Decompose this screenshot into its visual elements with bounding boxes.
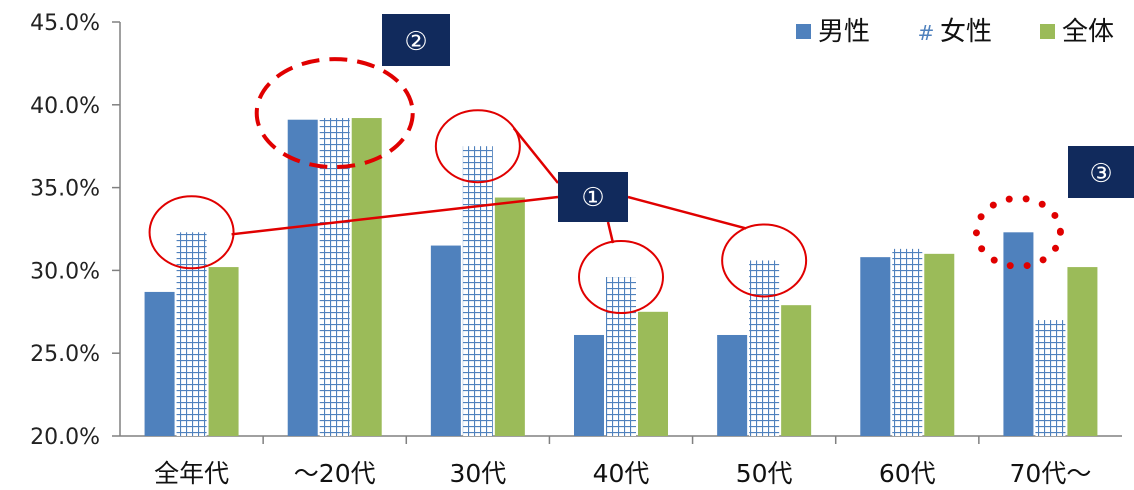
legend-swatch	[796, 24, 811, 39]
bar	[494, 197, 525, 436]
bar	[781, 305, 812, 436]
x-tick-label: 50代	[736, 459, 793, 488]
bar	[606, 277, 636, 436]
bar	[176, 232, 207, 436]
bar	[924, 253, 955, 436]
legend-label: 全体	[1062, 17, 1114, 47]
y-tick-label: 45.0%	[30, 11, 100, 36]
bar	[638, 311, 668, 436]
bar	[749, 260, 780, 436]
y-tick-label: 35.0%	[30, 177, 100, 202]
highlight-ellipse-dotted	[972, 194, 1064, 270]
x-tick-label: 30代	[449, 459, 506, 488]
legend-label: 男性	[818, 17, 870, 47]
highlight-ellipse	[434, 109, 521, 184]
connector-line	[627, 195, 747, 230]
highlight-ellipse	[721, 223, 808, 298]
legend-label: 女性	[940, 17, 992, 47]
bar	[430, 245, 461, 436]
annotation-badge	[1068, 146, 1134, 198]
annotation-badge	[558, 172, 628, 222]
x-tick-label: ～20代	[294, 459, 376, 488]
x-tick-label: 60代	[879, 459, 936, 488]
legend-swatch	[1040, 24, 1055, 39]
bar	[462, 146, 493, 436]
bar	[574, 334, 604, 436]
connector-line	[231, 195, 559, 236]
annotation-badge	[382, 14, 450, 66]
legend-swatch: #	[918, 21, 935, 45]
x-tick-label: 70代～	[1010, 459, 1092, 488]
annotation-badge-label: ③	[1089, 159, 1112, 189]
bar	[319, 118, 350, 436]
bar	[717, 334, 748, 436]
bar	[144, 291, 175, 436]
highlight-ellipse	[148, 195, 235, 270]
x-tick-label: 40代	[593, 459, 650, 488]
y-tick-label: 30.0%	[30, 259, 100, 284]
connector-line	[512, 127, 559, 184]
bar	[1067, 267, 1098, 436]
y-tick-label: 25.0%	[30, 342, 100, 367]
bar	[1035, 320, 1066, 436]
y-tick-label: 20.0%	[30, 425, 100, 450]
bar	[892, 248, 923, 436]
annotation-badge-label: ①	[581, 183, 604, 213]
connector-line	[606, 221, 615, 244]
y-tick-label: 40.0%	[30, 94, 100, 119]
highlight-ellipse-dashed	[254, 57, 415, 170]
bar	[351, 118, 382, 436]
annotation-badge-label: ②	[404, 27, 427, 57]
bar	[860, 257, 891, 436]
bar	[287, 119, 318, 436]
bar	[208, 267, 239, 436]
x-tick-label: 全年代	[154, 459, 229, 488]
highlight-ellipse	[578, 240, 664, 315]
